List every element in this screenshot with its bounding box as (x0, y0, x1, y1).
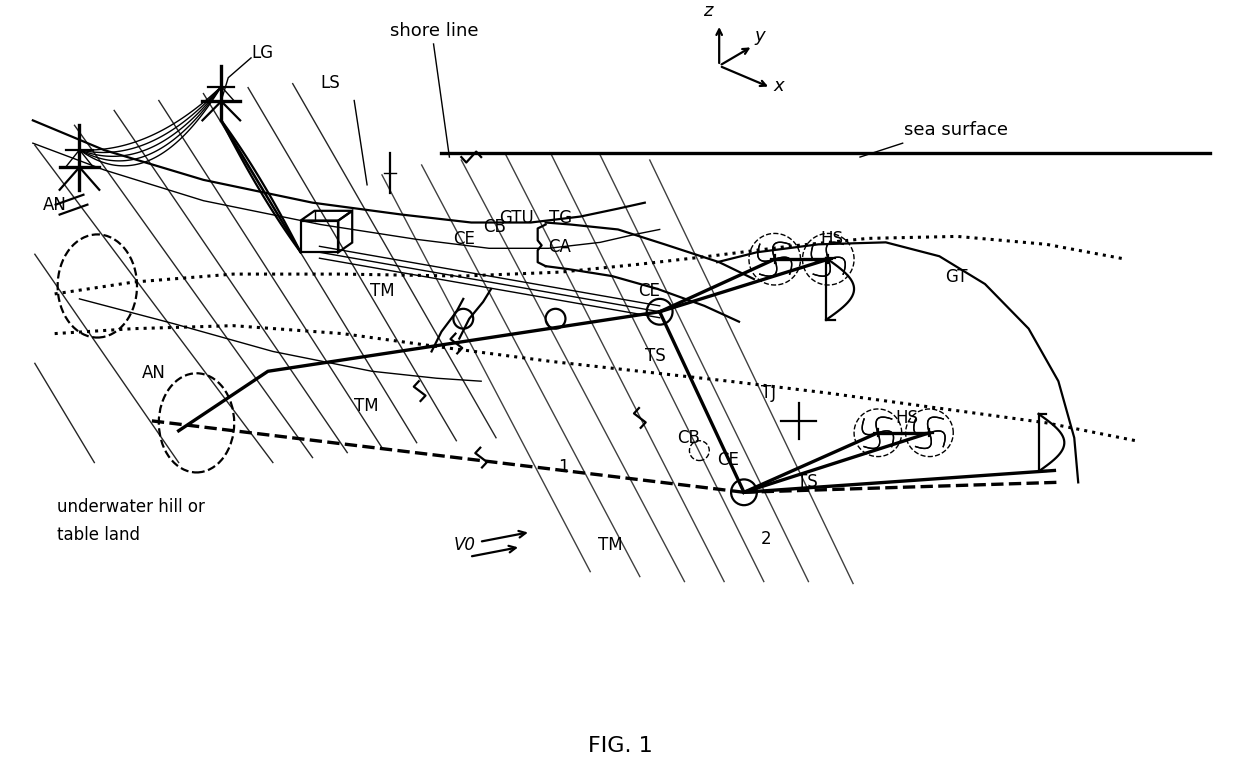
Text: 2: 2 (761, 530, 771, 548)
Text: sea surface: sea surface (904, 122, 1008, 139)
Text: CB: CB (484, 218, 506, 236)
Text: CA: CA (548, 238, 572, 256)
Text: CE: CE (637, 282, 660, 300)
Text: TM: TM (598, 536, 622, 554)
Text: FIG. 1: FIG. 1 (588, 736, 652, 756)
Text: CE: CE (717, 451, 739, 468)
Text: y: y (755, 27, 765, 45)
Text: AN: AN (141, 365, 166, 382)
Text: GT: GT (945, 268, 967, 286)
Text: LG: LG (250, 44, 273, 62)
Text: CE: CE (454, 231, 475, 248)
Circle shape (647, 299, 672, 325)
Text: x: x (774, 77, 785, 95)
Text: underwater hill or: underwater hill or (57, 498, 205, 516)
Text: TM: TM (355, 397, 379, 415)
Text: TG: TG (548, 208, 572, 227)
Text: CB: CB (677, 428, 701, 447)
Text: LS: LS (320, 74, 340, 92)
Text: HS: HS (895, 409, 919, 427)
Circle shape (454, 309, 474, 328)
Circle shape (732, 479, 756, 505)
Text: shore line: shore line (389, 22, 479, 40)
Text: table land: table land (57, 526, 140, 544)
Text: 1: 1 (558, 458, 569, 477)
Text: TM: TM (370, 282, 394, 300)
Circle shape (689, 441, 709, 461)
Text: TS: TS (645, 348, 666, 365)
Text: TS: TS (796, 474, 817, 491)
Text: AN: AN (42, 195, 67, 214)
Text: V0: V0 (454, 536, 475, 554)
Text: HS: HS (821, 231, 843, 248)
Text: z: z (703, 2, 713, 20)
Text: GTU: GTU (498, 208, 533, 227)
Circle shape (546, 309, 565, 328)
Text: TJ: TJ (761, 384, 776, 402)
